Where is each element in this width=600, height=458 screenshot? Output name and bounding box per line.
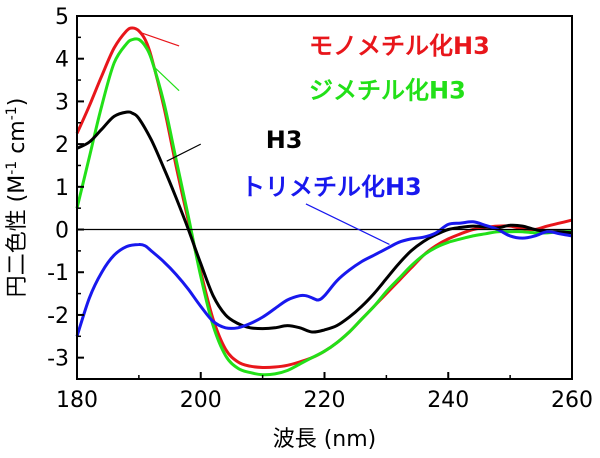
series-leader-line <box>166 143 202 162</box>
y-tick-label: 2 <box>55 133 69 158</box>
series-leader-line <box>141 32 180 47</box>
series-label: H3 <box>266 126 303 154</box>
series-label: ジメチル化H3 <box>309 77 466 105</box>
series-layer <box>75 26 573 377</box>
y-tick-label: -2 <box>47 304 69 329</box>
y-axis-title-end: ) <box>5 98 30 107</box>
y-axis-title-mid: cm <box>5 120 30 161</box>
y-axis-title-sup2: -1 <box>4 106 20 120</box>
series-line <box>75 220 573 337</box>
y-axis-title-sup1: -1 <box>4 161 20 175</box>
series-leader-line <box>153 66 180 92</box>
y-tick-label: 0 <box>55 219 69 244</box>
y-tick-label: -1 <box>47 261 69 286</box>
tick-layer: 180 200 220 240 260 -3 -2 -1 0 1 2 3 4 5 <box>47 5 593 413</box>
series-label: トリメチル化H3 <box>241 173 422 201</box>
y-tick-label: 1 <box>55 176 69 201</box>
x-tick-label: 180 <box>56 388 98 413</box>
x-tick-label: 220 <box>304 388 346 413</box>
series-label: モノメチル化H3 <box>309 32 490 60</box>
series-leader-line <box>305 203 390 246</box>
y-tick-label: 4 <box>55 48 69 73</box>
series-line <box>76 110 573 334</box>
y-tick-label: 3 <box>55 90 69 115</box>
x-tick-label: 200 <box>180 388 222 413</box>
y-axis-title-main: 円二色性 (M <box>5 175 30 298</box>
series-line <box>75 37 573 377</box>
y-axis-title: 円二色性 (M-1 cm-1) <box>4 98 30 298</box>
y-tick-label: -3 <box>47 347 69 372</box>
y-tick-label: 5 <box>55 5 69 30</box>
x-tick-label: 240 <box>427 388 469 413</box>
x-tick-label: 260 <box>551 388 593 413</box>
x-axis-title: 波長 (nm) <box>273 427 377 452</box>
